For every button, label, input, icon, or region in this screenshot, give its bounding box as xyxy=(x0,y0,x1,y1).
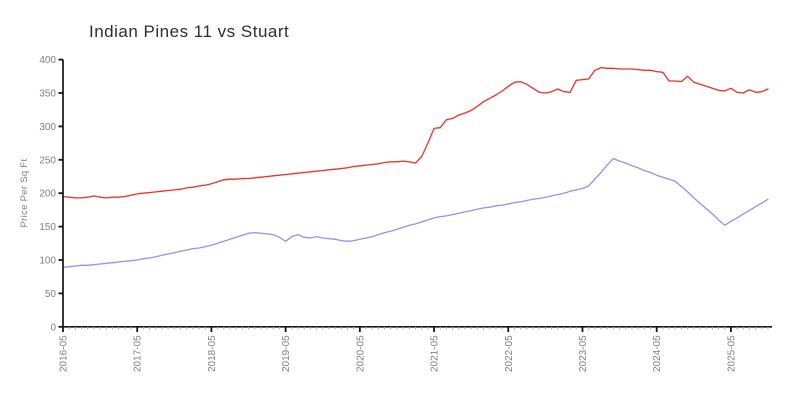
x-tick-label: 2016-05 xyxy=(59,335,70,372)
y-axis-label: Price Per Sq Ft xyxy=(19,158,30,227)
y-tick-label: 50 xyxy=(45,289,57,300)
x-tick-label: 2020-05 xyxy=(355,335,366,372)
y-tick-label: 300 xyxy=(39,122,56,133)
y-tick-label: 350 xyxy=(39,89,56,100)
x-tick-label: 2017-05 xyxy=(133,335,144,372)
x-tick-label: 2021-05 xyxy=(430,335,441,372)
x-tick-label: 2019-05 xyxy=(281,335,292,372)
y-tick-label: 400 xyxy=(39,55,56,66)
x-tick-label: 2024-05 xyxy=(652,335,663,372)
x-tick-label: 2018-05 xyxy=(207,335,218,372)
y-tick-label: 200 xyxy=(39,189,56,200)
y-tick-label: 250 xyxy=(39,155,56,166)
x-tick-label: 2022-05 xyxy=(504,335,515,372)
x-tick-label: 2023-05 xyxy=(578,335,589,372)
chart-title: Indian Pines 11 vs Stuart xyxy=(89,22,290,41)
y-tick-label: 0 xyxy=(50,322,56,333)
series-line-1 xyxy=(62,157,769,268)
series-line-0 xyxy=(62,66,769,199)
y-tick-label: 100 xyxy=(39,256,56,267)
y-tick-label: 150 xyxy=(39,222,56,233)
x-tick-label: 2025-05 xyxy=(726,335,737,372)
axes-spines xyxy=(62,59,772,328)
